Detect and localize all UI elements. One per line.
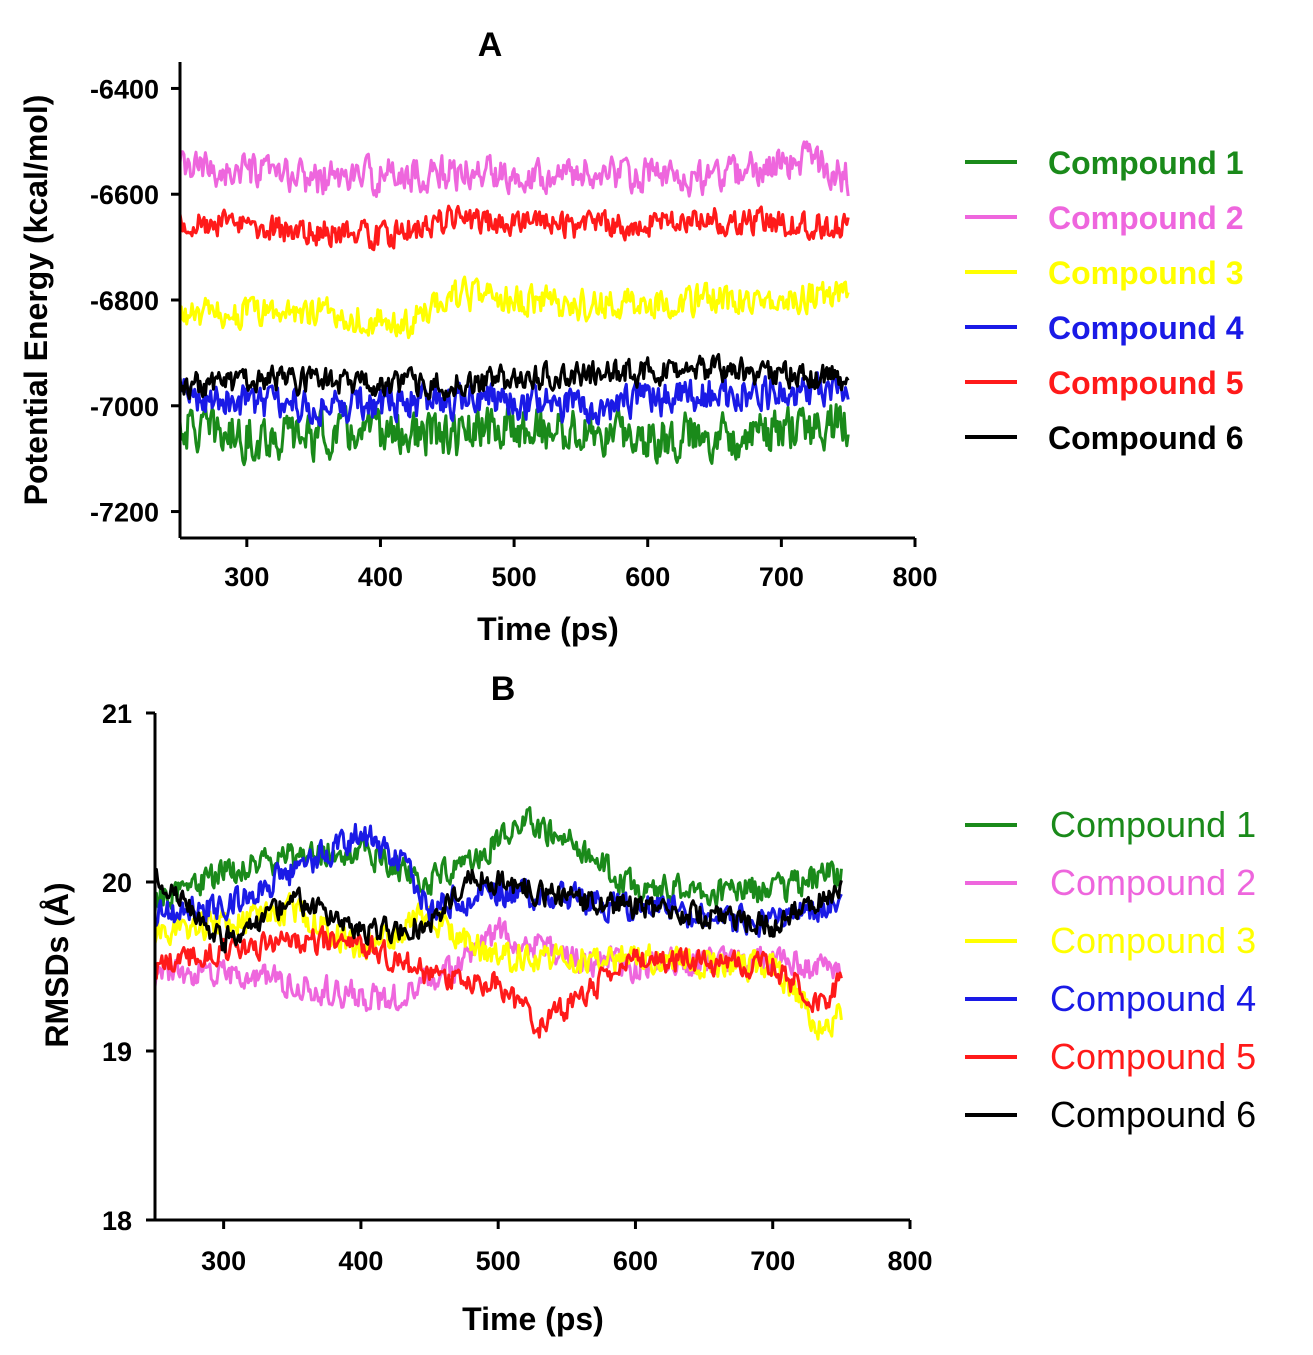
panel-b-x-tick-label: 400 [338, 1246, 383, 1276]
panel-b-title: B [491, 670, 516, 708]
panel-b-x-tick-label: 600 [613, 1246, 658, 1276]
panel-b-series-compound-4 [154, 822, 843, 938]
panel-b-series-compound-6 [153, 867, 843, 954]
panel-a: A 300 400 500 600 700 800 -7200 -7000 -6800 -660… [18, 26, 1244, 647]
panel-a-series-compound-2 [178, 140, 850, 198]
panel-a-x-tick-label: 600 [625, 562, 670, 592]
panel-a-legend-label: Compound 6 [1048, 420, 1244, 456]
panel-a-y-tick-label: -7000 [90, 392, 159, 422]
panel-a-legend-label: Compound 3 [1048, 255, 1244, 291]
panel-a-title: A [478, 26, 503, 64]
panel-a-y-tick-label: -6600 [90, 180, 159, 210]
panel-a-legend: Compound 1 Compound 2 Compound 3 Compound 4… [965, 145, 1244, 456]
panel-a-y-axis-title: Potential Energy (kcal/mol) [18, 95, 54, 506]
panel-b-y-ticks: 18 19 20 21 [102, 699, 155, 1236]
panel-a-x-tick-label: 300 [224, 562, 269, 592]
panel-b-y-tick-label: 21 [102, 699, 132, 729]
panel-b-y-axis-title: RMSDs (Å) [39, 882, 75, 1047]
panel-b-y-tick-label: 19 [102, 1037, 132, 1067]
panel-a-legend-label: Compound 1 [1048, 145, 1244, 181]
panel-a-x-tick-label: 400 [358, 562, 403, 592]
panel-b-x-tick-label: 300 [201, 1246, 246, 1276]
panel-b-x-axis-title: Time (ps) [462, 1301, 604, 1337]
panel-a-y-tick-label: -6800 [90, 286, 159, 316]
panel-b-y-tick-label: 18 [102, 1206, 132, 1236]
panel-a-x-ticks: 300 400 500 600 700 800 [224, 538, 938, 592]
panel-a-series-compound-6 [178, 352, 850, 402]
panel-b-legend: Compound 1 Compound 2 Compound 3 Compound 4… [965, 804, 1256, 1135]
panel-b-legend-label: Compound 3 [1050, 920, 1256, 961]
panel-b-legend-label: Compound 6 [1050, 1094, 1256, 1135]
panel-a-y-tick-label: -6400 [90, 74, 159, 104]
panel-a-x-tick-label: 700 [759, 562, 804, 592]
panel-a-series-group [178, 140, 850, 467]
panel-b-x-tick-label: 500 [476, 1246, 521, 1276]
panel-a-series-compound-5 [178, 204, 850, 252]
panel-a-series-compound-4 [178, 369, 850, 427]
panel-a-y-ticks: -7200 -7000 -6800 -6600 -6400 [90, 74, 180, 528]
panel-b-x-tick-label: 800 [887, 1246, 932, 1276]
panel-a-legend-label: Compound 5 [1048, 365, 1244, 401]
panel-b-legend-label: Compound 2 [1050, 862, 1256, 903]
panel-b-x-ticks: 300 400 500 600 700 800 [201, 1220, 933, 1276]
panel-a-x-axis-title: Time (ps) [477, 611, 619, 647]
panel-b-legend-label: Compound 5 [1050, 1036, 1256, 1077]
panel-b-series-compound-1 [153, 806, 843, 912]
panel-a-x-tick-label: 800 [892, 562, 937, 592]
panel-a-series-compound-3 [178, 275, 850, 340]
panel-a-series-compound-1 [178, 402, 850, 467]
panel-a-x-tick-label: 500 [492, 562, 537, 592]
panel-b-y-tick-label: 20 [102, 868, 132, 898]
panel-b-legend-label: Compound 1 [1050, 804, 1256, 845]
panel-b-x-tick-label: 700 [750, 1246, 795, 1276]
panel-a-legend-label: Compound 4 [1048, 310, 1244, 346]
panel-a-legend-label: Compound 2 [1048, 200, 1244, 236]
panel-b-legend-label: Compound 4 [1050, 978, 1256, 1019]
panel-b-series-compound-5 [153, 925, 843, 1039]
panel-b-series-group [153, 806, 843, 1041]
panel-a-y-tick-label: -7200 [90, 498, 159, 528]
